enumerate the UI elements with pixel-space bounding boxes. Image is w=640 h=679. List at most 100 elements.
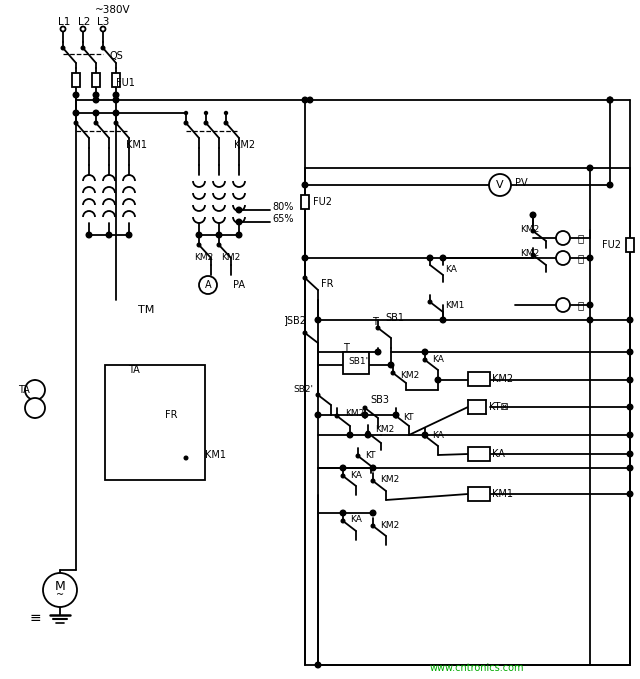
Circle shape: [315, 662, 321, 668]
Circle shape: [391, 371, 395, 375]
Text: 65%: 65%: [272, 214, 294, 224]
Circle shape: [86, 232, 92, 238]
Circle shape: [422, 433, 428, 438]
Bar: [105, 365, 205, 480]
Text: FR: FR: [165, 410, 177, 420]
Circle shape: [184, 121, 188, 125]
Circle shape: [531, 230, 535, 233]
Text: L2: L2: [78, 17, 90, 27]
Text: ~380V: ~380V: [95, 5, 131, 15]
Bar: [468, 487, 490, 501]
Circle shape: [132, 389, 148, 405]
Circle shape: [627, 378, 633, 383]
Circle shape: [394, 414, 398, 418]
Circle shape: [556, 298, 570, 312]
Circle shape: [302, 182, 308, 188]
Circle shape: [627, 404, 633, 410]
Circle shape: [216, 232, 222, 238]
Text: KA: KA: [445, 265, 457, 274]
Text: L1: L1: [58, 17, 70, 27]
Circle shape: [428, 300, 432, 304]
Text: ≡: ≡: [29, 611, 41, 625]
Circle shape: [340, 510, 346, 516]
Text: KM2: KM2: [234, 140, 255, 150]
Circle shape: [61, 26, 65, 31]
Circle shape: [607, 97, 613, 103]
Circle shape: [341, 519, 345, 523]
Circle shape: [236, 232, 242, 238]
Text: KM2: KM2: [520, 249, 540, 259]
Circle shape: [423, 434, 427, 438]
Text: PV: PV: [515, 178, 527, 188]
Circle shape: [81, 26, 86, 31]
Circle shape: [440, 317, 446, 323]
Circle shape: [196, 232, 202, 238]
Circle shape: [435, 378, 441, 383]
Text: KM2: KM2: [194, 253, 213, 263]
Circle shape: [101, 46, 105, 50]
Bar: [145, 410, 163, 428]
Circle shape: [307, 97, 313, 103]
Text: KM2: KM2: [380, 521, 399, 530]
Circle shape: [607, 97, 613, 103]
Text: KT: KT: [365, 450, 376, 460]
Text: SB2': SB2': [293, 386, 313, 394]
Circle shape: [303, 276, 307, 280]
Text: KM1: KM1: [205, 450, 226, 460]
Circle shape: [225, 111, 227, 115]
Circle shape: [489, 174, 511, 196]
Circle shape: [93, 110, 99, 116]
Text: SB3: SB3: [370, 395, 389, 405]
Bar: [626, 238, 634, 252]
Text: PA: PA: [233, 280, 245, 290]
Text: M: M: [54, 581, 65, 593]
Circle shape: [74, 121, 78, 125]
Circle shape: [388, 362, 394, 368]
Bar: [468, 400, 486, 414]
Text: QS: QS: [110, 51, 124, 61]
Circle shape: [61, 46, 65, 50]
Circle shape: [132, 375, 148, 391]
Text: 黄: 黄: [578, 253, 584, 263]
Bar: [112, 73, 120, 87]
Circle shape: [588, 302, 593, 308]
Circle shape: [43, 573, 77, 607]
Text: FR: FR: [321, 279, 333, 289]
Text: KA: KA: [432, 430, 444, 439]
Circle shape: [315, 412, 321, 418]
Circle shape: [627, 317, 633, 323]
Circle shape: [530, 213, 536, 218]
Text: SB1': SB1': [348, 358, 368, 367]
Circle shape: [531, 253, 535, 257]
Circle shape: [428, 256, 432, 260]
Circle shape: [197, 243, 201, 246]
Text: KM2: KM2: [520, 225, 540, 234]
Circle shape: [364, 406, 367, 410]
Circle shape: [556, 251, 570, 265]
Text: KM2: KM2: [380, 475, 399, 485]
Text: FU2: FU2: [313, 197, 332, 207]
Text: V: V: [496, 180, 504, 190]
Circle shape: [236, 219, 242, 225]
Circle shape: [588, 255, 593, 261]
Circle shape: [588, 317, 593, 323]
Circle shape: [335, 414, 339, 418]
Text: KA: KA: [350, 471, 362, 479]
Bar: [468, 372, 490, 386]
Circle shape: [588, 165, 593, 171]
Circle shape: [422, 349, 428, 355]
Circle shape: [423, 359, 427, 362]
Text: KA: KA: [432, 356, 444, 365]
Bar: [72, 73, 80, 87]
Bar: [301, 195, 309, 209]
Text: 红: 红: [578, 300, 584, 310]
Text: A: A: [205, 280, 211, 290]
Circle shape: [428, 255, 433, 261]
Circle shape: [224, 121, 228, 125]
Circle shape: [93, 92, 99, 98]
Circle shape: [303, 331, 307, 335]
Bar: [92, 73, 100, 87]
Circle shape: [627, 452, 633, 457]
Circle shape: [316, 393, 320, 397]
Circle shape: [25, 380, 45, 400]
